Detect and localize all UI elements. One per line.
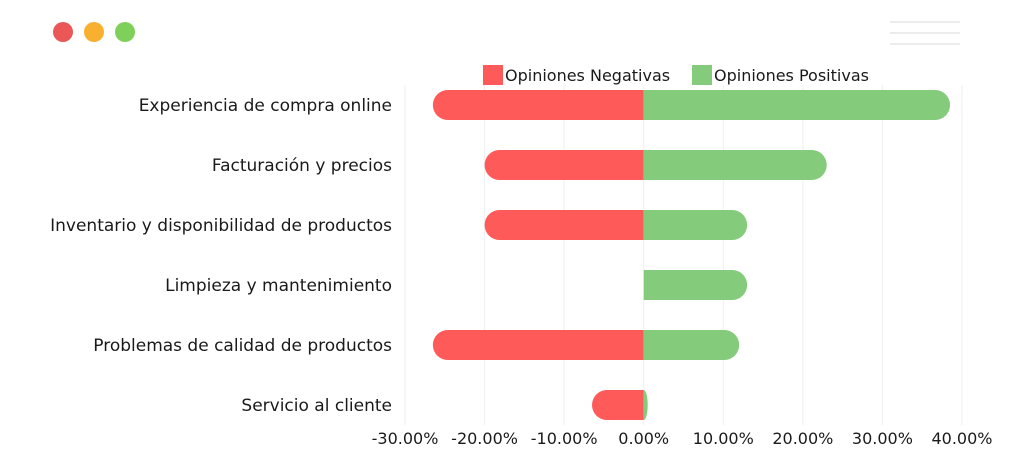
bar-negative[interactable] (432, 330, 644, 360)
legend-label-negative[interactable]: Opiniones Negativas (505, 66, 670, 85)
bar-positive[interactable] (643, 270, 748, 300)
legend-swatch-positive (692, 65, 712, 85)
x-tick-label: 30.00% (852, 429, 913, 448)
x-tick-label: -30.00% (372, 429, 439, 448)
legend-swatch-negative (483, 65, 503, 85)
bar-positive[interactable] (643, 150, 827, 180)
close-dot[interactable] (53, 22, 73, 42)
bar-negative[interactable] (432, 90, 644, 120)
bar-negative[interactable] (484, 210, 644, 240)
bars (432, 90, 951, 420)
x-axis-ticks: -30.00% -20.00% -10.00% 0.00% 10.00% 20.00% 30… (372, 429, 993, 448)
category-labels: Experiencia de compra online Facturación … (50, 96, 392, 416)
bar-positive[interactable] (643, 330, 740, 360)
zoom-dot[interactable] (115, 22, 135, 42)
category-label: Inventario y disponibilidad de productos (50, 216, 392, 236)
legend-label-positive[interactable]: Opiniones Positivas (714, 66, 869, 85)
category-label: Servicio al cliente (241, 396, 392, 416)
x-tick-label: -20.00% (451, 429, 518, 448)
category-label: Experiencia de compra online (139, 96, 392, 116)
grid-lines (404, 85, 963, 425)
bar-positive[interactable] (643, 210, 748, 240)
x-tick-label: 0.00% (618, 429, 669, 448)
x-tick-label: 10.00% (693, 429, 754, 448)
bar-negative[interactable] (591, 390, 644, 420)
x-tick-label: 40.00% (931, 429, 992, 448)
x-tick-label: 20.00% (772, 429, 833, 448)
legend: Opiniones Negativas Opiniones Positivas (483, 65, 869, 85)
bar-negative[interactable] (484, 150, 644, 180)
minimize-dot[interactable] (84, 22, 104, 42)
category-label: Facturación y precios (212, 156, 392, 176)
bar-positive[interactable] (643, 90, 951, 120)
category-label: Problemas de calidad de productos (93, 336, 392, 356)
category-label: Limpieza y mantenimiento (165, 276, 392, 296)
x-tick-label: -10.00% (531, 429, 598, 448)
bar-positive[interactable] (643, 390, 648, 420)
